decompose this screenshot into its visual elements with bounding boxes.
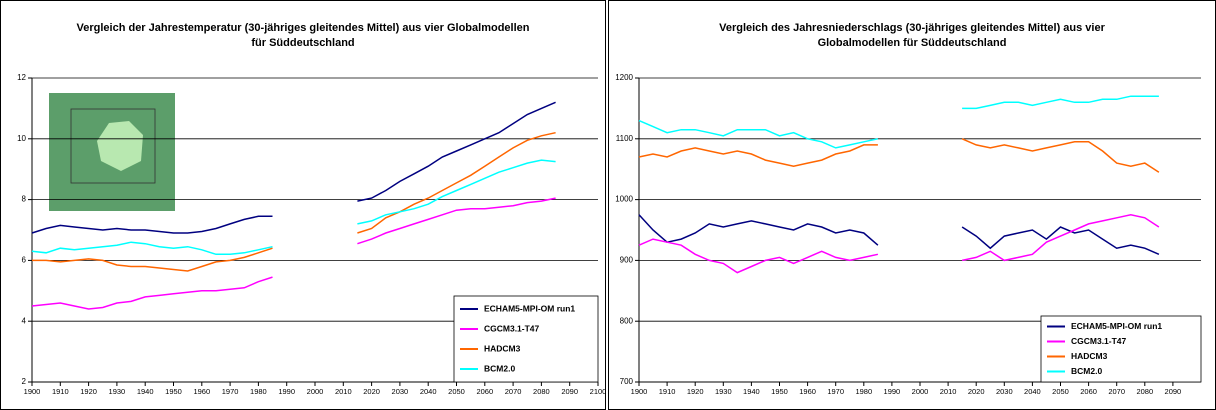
y-tick-label: 10 — [17, 134, 26, 143]
map-region — [97, 121, 143, 171]
x-tick-label: 1990 — [884, 387, 901, 396]
series-line — [638, 214, 1160, 274]
x-tick-label: 1920 — [687, 387, 704, 396]
y-tick-label: 700 — [620, 377, 634, 386]
x-tick-label: 1980 — [250, 387, 267, 396]
x-tick-label: 1900 — [631, 387, 648, 396]
x-tick-label: 2030 — [996, 387, 1013, 396]
x-tick-label: 2040 — [420, 387, 437, 396]
x-tick-label: 2070 — [1108, 387, 1125, 396]
series-line — [638, 95, 1159, 149]
x-tick-label: 2010 — [335, 387, 352, 396]
legend: ECHAM5-MPI-OM run1 CGCM3.1-T47 HADCM3 BCM2.… — [1040, 315, 1202, 383]
legend-box — [1040, 315, 1202, 383]
x-tick-label: 1940 — [743, 387, 760, 396]
x-tick-label: 2080 — [1136, 387, 1153, 396]
x-tick-label: 2100 — [590, 387, 605, 396]
legend-label: HADCM3 — [1071, 351, 1108, 361]
x-tick-label: 1930 — [109, 387, 126, 396]
x-tick-label: 1990 — [278, 387, 295, 396]
legend-label: ECHAM5-MPI-OM run1 — [1071, 321, 1162, 331]
x-tick-label: 2020 — [363, 387, 380, 396]
y-tick-label: 2 — [22, 377, 27, 386]
x-tick-label: 1950 — [771, 387, 788, 396]
y-tick-label: 900 — [620, 256, 634, 265]
y-tick-label: 6 — [22, 256, 27, 265]
panel-right: 700 800 900 1000 1100 1200 1900 1910 1920 1930 194… — [608, 0, 1216, 410]
legend-label: CGCM3.1-T47 — [1071, 336, 1127, 346]
x-tick-label: 1950 — [165, 387, 182, 396]
y-tick-label: 800 — [620, 316, 634, 325]
x-tick-label: 2090 — [561, 387, 578, 396]
panel-left: 2 4 6 8 10 12 1900 1910 1920 1930 1940 1950 1960 1970… — [0, 0, 606, 410]
x-tick-label: 2060 — [1080, 387, 1097, 396]
chart: 2 4 6 8 10 12 1900 1910 1920 1930 1940 1950 1960 1970… — [17, 73, 605, 396]
x-tick-label: 2080 — [533, 387, 550, 396]
y-tick-label: 12 — [17, 73, 26, 82]
x-tick-label: 2060 — [476, 387, 493, 396]
legend-label: ECHAM5-MPI-OM run1 — [484, 303, 575, 313]
chart-title: Vergleich der Jahrestemperatur (30-jähri… — [76, 22, 530, 49]
y-tick-label: 1200 — [615, 73, 633, 82]
x-tick-label: 1980 — [855, 387, 872, 396]
x-tick-label: 2030 — [392, 387, 409, 396]
x-tick-label: 2070 — [505, 387, 522, 396]
x-tick-label: 2000 — [307, 387, 324, 396]
x-tick-label: 2020 — [968, 387, 985, 396]
x-tick-label: 1930 — [715, 387, 732, 396]
legend-label: CGCM3.1-T47 — [484, 323, 540, 333]
x-tick-label: 1910 — [659, 387, 676, 396]
x-tick-label: 1970 — [827, 387, 844, 396]
y-tick-label: 4 — [22, 316, 27, 325]
legend: ECHAM5-MPI-OM run1 CGCM3.1-T47 HADCM3 BCM2.… — [453, 295, 599, 383]
map-frame — [70, 108, 156, 184]
y-tick-label: 8 — [22, 195, 27, 204]
x-tick-label: 2090 — [1165, 387, 1182, 396]
x-tick-label: 1970 — [222, 387, 239, 396]
series-line — [638, 214, 1160, 255]
x-tick-label: 2000 — [912, 387, 929, 396]
chart: 700 800 900 1000 1100 1200 1900 1910 1920 1930 194… — [615, 73, 1202, 396]
x-tick-label: 2050 — [448, 387, 465, 396]
series-line — [638, 138, 1160, 173]
y-tick-label: 1100 — [616, 134, 634, 143]
x-tick-label: 2010 — [940, 387, 957, 396]
series-line — [31, 101, 556, 234]
x-tick-label: 1920 — [80, 387, 97, 396]
y-tick-label: 1000 — [615, 195, 633, 204]
x-tick-label: 2040 — [1024, 387, 1041, 396]
x-tick-label: 1900 — [24, 387, 41, 396]
x-tick-label: 1940 — [137, 387, 154, 396]
legend-label: BCM2.0 — [484, 363, 515, 373]
legend-label: HADCM3 — [484, 343, 521, 353]
x-tick-label: 1960 — [799, 387, 816, 396]
chart-title: Vergleich des Jahresniederschlags (30-jä… — [719, 22, 1105, 49]
series-line — [32, 131, 556, 272]
legend-label: BCM2.0 — [1071, 366, 1102, 376]
legend-box — [453, 295, 599, 383]
series-line — [31, 197, 556, 310]
x-tick-label: 2050 — [1052, 387, 1069, 396]
x-tick-label: 1960 — [193, 387, 210, 396]
x-tick-label: 1910 — [52, 387, 69, 396]
series-line — [31, 159, 556, 256]
